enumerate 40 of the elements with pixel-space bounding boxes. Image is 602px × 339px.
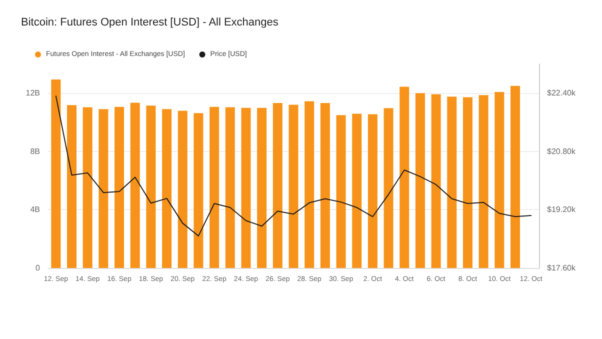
y-tick-label: 4B [30,205,40,214]
bar [384,108,394,268]
bar [225,107,235,268]
y2-tick-label: $20.80k [547,146,576,156]
bar [368,114,378,268]
bar [82,107,92,268]
bar [162,109,172,268]
bar [194,113,204,268]
bar [447,96,457,268]
bar [130,102,140,268]
bar [67,105,77,268]
bar [257,108,267,268]
y-tick-label: 8B [30,146,40,156]
bar [288,104,298,268]
bar [304,101,314,268]
bar [336,115,346,268]
bar [462,97,472,268]
bar [478,95,488,268]
y-tick-label: 12B [26,88,40,98]
bar [494,92,504,268]
bar [51,79,61,268]
bar [114,106,124,268]
y2-tick-label: $19.20k [547,205,576,214]
bar [98,109,108,268]
bar [146,106,156,268]
y-tick-label: 0 [36,264,41,272]
bar [210,106,220,268]
y2-tick-label: $22.40k [547,88,576,98]
bar [272,103,282,268]
bar [510,86,520,268]
y2-tick-label: $17.60k [547,264,576,272]
bar [400,86,410,268]
bar [352,114,362,268]
bar [415,93,425,268]
bar [320,103,330,268]
bar [241,108,251,268]
bar [431,94,441,268]
chart-title: Bitcoin: Futures Open Interest [USD] - All Exchanges [21,16,279,28]
bar [178,110,188,268]
line-series [55,96,532,236]
